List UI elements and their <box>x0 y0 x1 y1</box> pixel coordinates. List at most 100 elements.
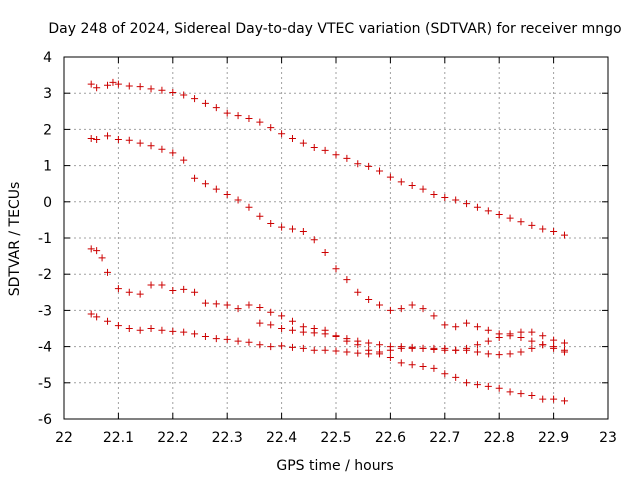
data-point <box>452 346 460 354</box>
data-point <box>321 248 329 256</box>
x-tick-label: 22.9 <box>538 430 569 446</box>
data-point <box>321 146 329 154</box>
data-point <box>201 332 209 340</box>
y-tick-label: 0 <box>43 195 52 211</box>
data-point <box>332 265 340 273</box>
data-point <box>256 319 264 327</box>
data-point <box>288 317 296 325</box>
data-point <box>256 341 264 349</box>
data-point <box>397 343 405 351</box>
data-point <box>158 145 166 153</box>
data-point <box>201 99 209 107</box>
data-point <box>158 326 166 334</box>
data-point <box>256 118 264 126</box>
data-point <box>136 326 144 334</box>
data-point <box>473 203 481 211</box>
data-point <box>484 382 492 390</box>
data-point <box>191 174 199 182</box>
data-point <box>517 390 525 398</box>
x-tick-label: 22.1 <box>103 430 134 446</box>
data-point <box>386 353 394 361</box>
data-point <box>376 348 384 356</box>
chart-title: Day 248 of 2024, Sidereal Day-to-day VTE… <box>48 21 621 37</box>
data-point <box>452 196 460 204</box>
data-point <box>87 245 95 253</box>
data-point <box>441 370 449 378</box>
data-point <box>201 299 209 307</box>
data-point <box>430 191 438 199</box>
data-point <box>104 317 112 325</box>
data-point <box>256 212 264 220</box>
data-point <box>473 381 481 389</box>
data-point <box>87 310 95 318</box>
data-point <box>201 180 209 188</box>
data-point <box>365 350 373 358</box>
data-point <box>517 348 525 356</box>
data-point <box>408 182 416 190</box>
data-point <box>550 343 558 351</box>
data-point <box>397 305 405 313</box>
data-point <box>98 254 106 262</box>
data-point <box>180 91 188 99</box>
data-point <box>310 329 318 337</box>
data-point <box>506 330 514 338</box>
data-point <box>321 330 329 338</box>
data-point <box>397 178 405 186</box>
data-point <box>484 207 492 215</box>
y-tick-label: 4 <box>43 50 52 66</box>
data-point <box>419 185 427 193</box>
data-point <box>212 104 220 112</box>
data-point <box>93 313 101 321</box>
data-point <box>180 285 188 293</box>
y-tick-label: -4 <box>38 340 52 356</box>
data-point <box>560 231 568 239</box>
data-point <box>234 305 242 313</box>
x-tick-label: 22 <box>55 430 73 446</box>
data-point <box>104 268 112 276</box>
data-point <box>299 344 307 352</box>
data-point <box>463 379 471 387</box>
axis-ticks: 22 22.1 22.2 22.3 22.4 22.5 22.6 22.7 22.8 22.9 23… <box>38 50 617 446</box>
data-point <box>288 225 296 233</box>
data-point <box>223 191 231 199</box>
data-point <box>278 312 286 320</box>
data-point <box>386 173 394 181</box>
series-sat-d <box>87 310 568 359</box>
data-point <box>147 85 155 93</box>
data-point <box>245 301 253 309</box>
data-point <box>484 326 492 334</box>
data-point <box>180 328 188 336</box>
data-point <box>125 325 133 332</box>
data-point <box>365 162 373 170</box>
x-tick-label: 22.4 <box>266 430 297 446</box>
data-point <box>332 151 340 159</box>
data-point <box>267 343 275 351</box>
data-point <box>506 350 514 358</box>
data-point <box>354 288 362 296</box>
data-point <box>343 154 351 162</box>
data-point <box>408 343 416 351</box>
data-point <box>430 312 438 320</box>
data-point <box>223 335 231 343</box>
data-point <box>267 308 275 316</box>
data-point <box>495 334 503 342</box>
data-point <box>550 395 558 403</box>
data-point <box>386 343 394 351</box>
data-point <box>343 276 351 284</box>
data-point <box>354 160 362 168</box>
data-point <box>267 321 275 329</box>
data-point <box>550 336 558 344</box>
data-point <box>158 281 166 289</box>
data-point <box>223 301 231 309</box>
data-point <box>136 290 144 298</box>
data-point <box>87 134 95 142</box>
data-point <box>267 220 275 228</box>
data-point <box>430 364 438 372</box>
y-axis-label: SDTVAR / TECUs <box>7 182 23 297</box>
data-point <box>109 78 117 86</box>
data-point <box>517 218 525 226</box>
y-tick-label: 1 <box>43 159 52 175</box>
data-point <box>234 196 242 204</box>
data-point <box>212 185 220 193</box>
data-point <box>354 349 362 357</box>
